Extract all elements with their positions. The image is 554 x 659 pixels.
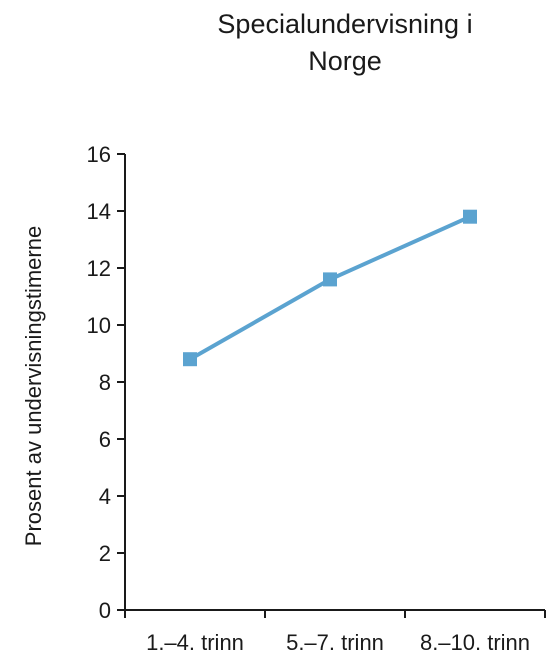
axes bbox=[124, 154, 545, 611]
data-point-marker bbox=[323, 272, 337, 287]
data-point-marker bbox=[183, 352, 197, 367]
y-tick-label: 16 bbox=[87, 142, 111, 167]
y-axis-label: Prosent av undervisningstimerne bbox=[21, 226, 46, 546]
series-layer bbox=[183, 209, 477, 367]
y-tick-label: 12 bbox=[87, 256, 111, 281]
y-tick-label: 0 bbox=[99, 598, 111, 623]
y-tick-label: 10 bbox=[87, 313, 111, 338]
x-tick-label: 8.–10. trinn bbox=[420, 630, 530, 655]
series-line bbox=[189, 214, 471, 361]
chart-title: Specialundervisning i Norge bbox=[190, 6, 500, 80]
y-tick-label: 8 bbox=[99, 370, 111, 395]
ticks: 0 2 4 6 8 10 12 14 16 1.–4. trinn 5.–7. trinn 8.–10… bbox=[87, 142, 546, 655]
chart-title-line-1: Specialundervisning i bbox=[217, 9, 473, 39]
y-tick-label: 6 bbox=[99, 427, 111, 452]
data-point-marker bbox=[463, 209, 477, 224]
y-tick-label: 14 bbox=[87, 199, 111, 224]
x-tick-label: 1.–4. trinn bbox=[146, 630, 244, 655]
y-tick-label: 2 bbox=[99, 541, 111, 566]
chart-title-line-2: Norge bbox=[308, 46, 382, 76]
y-tick-label: 4 bbox=[99, 484, 111, 509]
x-tick-label: 5.–7. trinn bbox=[286, 630, 384, 655]
